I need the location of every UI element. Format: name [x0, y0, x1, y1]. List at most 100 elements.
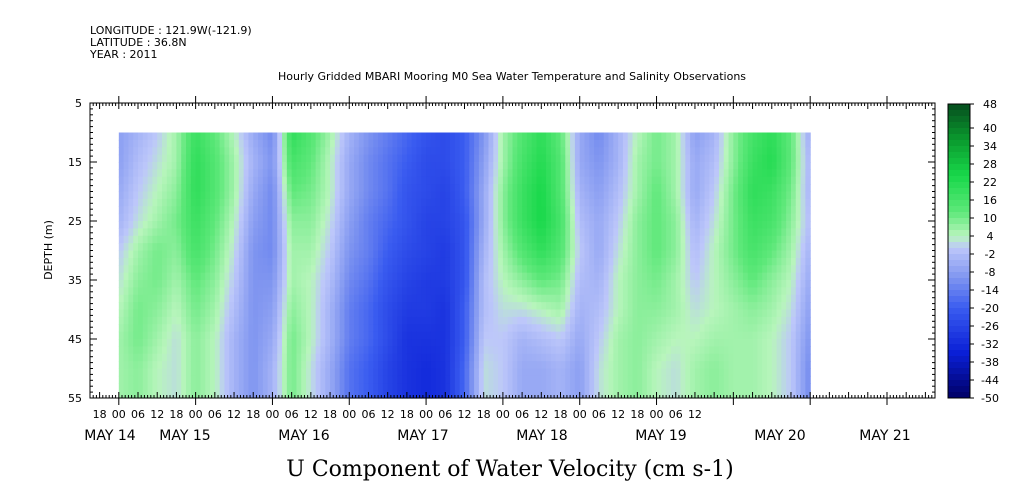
heatmap-cell [589, 294, 595, 303]
heatmap-cell [286, 368, 293, 377]
heatmap-cell [459, 147, 466, 156]
heatmap-cell [603, 316, 610, 325]
heatmap-cell [123, 287, 130, 296]
heatmap-cell [502, 154, 509, 163]
heatmap-cell [224, 353, 230, 362]
heatmap-cell [618, 147, 624, 156]
heatmap-cell [176, 221, 182, 229]
heatmap-cell [685, 213, 691, 222]
heatmap-cell [440, 280, 446, 288]
heatmap-cell [565, 191, 571, 200]
heatmap-cell [339, 213, 346, 222]
heatmap-cell [579, 287, 586, 296]
heatmap-cell [373, 309, 379, 318]
heatmap-cell [742, 361, 749, 370]
heatmap-cell [267, 243, 274, 252]
heatmap-cell [738, 339, 744, 347]
heatmap-cell [286, 169, 293, 178]
heatmap-cell [186, 324, 192, 333]
heatmap-cell [618, 132, 624, 141]
heatmap-cell [195, 191, 202, 200]
heatmap-cell [354, 346, 360, 355]
heatmap-cell [435, 324, 442, 333]
heatmap-cell [469, 346, 475, 355]
heatmap-cell [363, 162, 370, 170]
heatmap-cell [752, 316, 758, 325]
heatmap-cell [637, 361, 643, 370]
heatmap-cell [464, 154, 470, 163]
heatmap-cell [742, 331, 749, 340]
heatmap-cell [330, 191, 336, 200]
heatmap-cell [464, 184, 470, 193]
heatmap-cell [171, 324, 178, 333]
heatmap-cell [478, 368, 485, 377]
heatmap-cell [507, 198, 514, 207]
heatmap-cell [570, 243, 576, 252]
heatmap-cell [248, 176, 254, 185]
heatmap-cell [315, 287, 322, 296]
heatmap-cell [757, 257, 763, 266]
heatmap-cell [718, 235, 725, 244]
heatmap-cell [656, 294, 662, 303]
heatmap-cell [320, 280, 326, 288]
heatmap-cell [315, 302, 322, 311]
heatmap-cell [205, 309, 211, 318]
heatmap-cell [766, 221, 773, 229]
heatmap-cell [522, 353, 528, 362]
heatmap-cell [594, 383, 600, 392]
heatmap-cell [248, 257, 254, 266]
heatmap-cell [435, 243, 442, 252]
heatmap-cell [200, 162, 206, 170]
heatmap-cell [570, 294, 576, 303]
heatmap-cell [762, 154, 768, 163]
heatmap-cell [594, 309, 600, 318]
heatmap-cell [666, 162, 672, 170]
heatmap-cell [411, 243, 418, 252]
heatmap-cell [478, 353, 485, 362]
heatmap-cell [138, 235, 144, 244]
heatmap-cell [445, 235, 451, 244]
heatmap-cell [387, 294, 394, 303]
heatmap-cell [555, 353, 562, 362]
heatmap-cell [234, 353, 240, 362]
heatmap-cell [152, 250, 158, 259]
heatmap-cell [709, 154, 715, 163]
heatmap-cell [358, 162, 365, 170]
heatmap-cell [320, 390, 326, 399]
heatmap-cell [594, 353, 600, 362]
heatmap-cell [613, 139, 619, 148]
heatmap-cell [190, 191, 197, 200]
heatmap-cell [718, 191, 725, 200]
heatmap-cell [354, 250, 360, 259]
heatmap-cell [440, 346, 446, 355]
heatmap-cell [205, 339, 211, 347]
heatmap-cell [320, 235, 326, 244]
heatmap-cell [661, 302, 667, 311]
heatmap-cell [301, 250, 307, 259]
heatmap-cell [694, 162, 701, 170]
heatmap-cell [435, 375, 442, 384]
heatmap-cell [738, 162, 744, 170]
heatmap-cell [723, 139, 730, 148]
heatmap-cell [642, 191, 648, 200]
heatmap-cell [147, 147, 154, 156]
heatmap-cell [675, 162, 682, 170]
heatmap-cell [238, 147, 245, 156]
heatmap-cell [771, 154, 778, 163]
heatmap-cell [387, 375, 394, 384]
heatmap-cell [627, 383, 634, 392]
heatmap-cell [262, 132, 269, 141]
heatmap-cell [171, 346, 178, 355]
heatmap-cell [762, 287, 768, 296]
heatmap-cell [234, 316, 240, 325]
heatmap-cell [176, 235, 182, 244]
heatmap-cell [766, 235, 773, 244]
heatmap-cell [450, 331, 456, 340]
heatmap-cell [589, 309, 595, 318]
heatmap-cell [627, 302, 634, 311]
heatmap-cell [493, 243, 499, 252]
heatmap-cell [440, 375, 446, 384]
heatmap-cell [512, 339, 518, 347]
heatmap-cell [651, 198, 658, 207]
heatmap-cell [637, 257, 643, 266]
